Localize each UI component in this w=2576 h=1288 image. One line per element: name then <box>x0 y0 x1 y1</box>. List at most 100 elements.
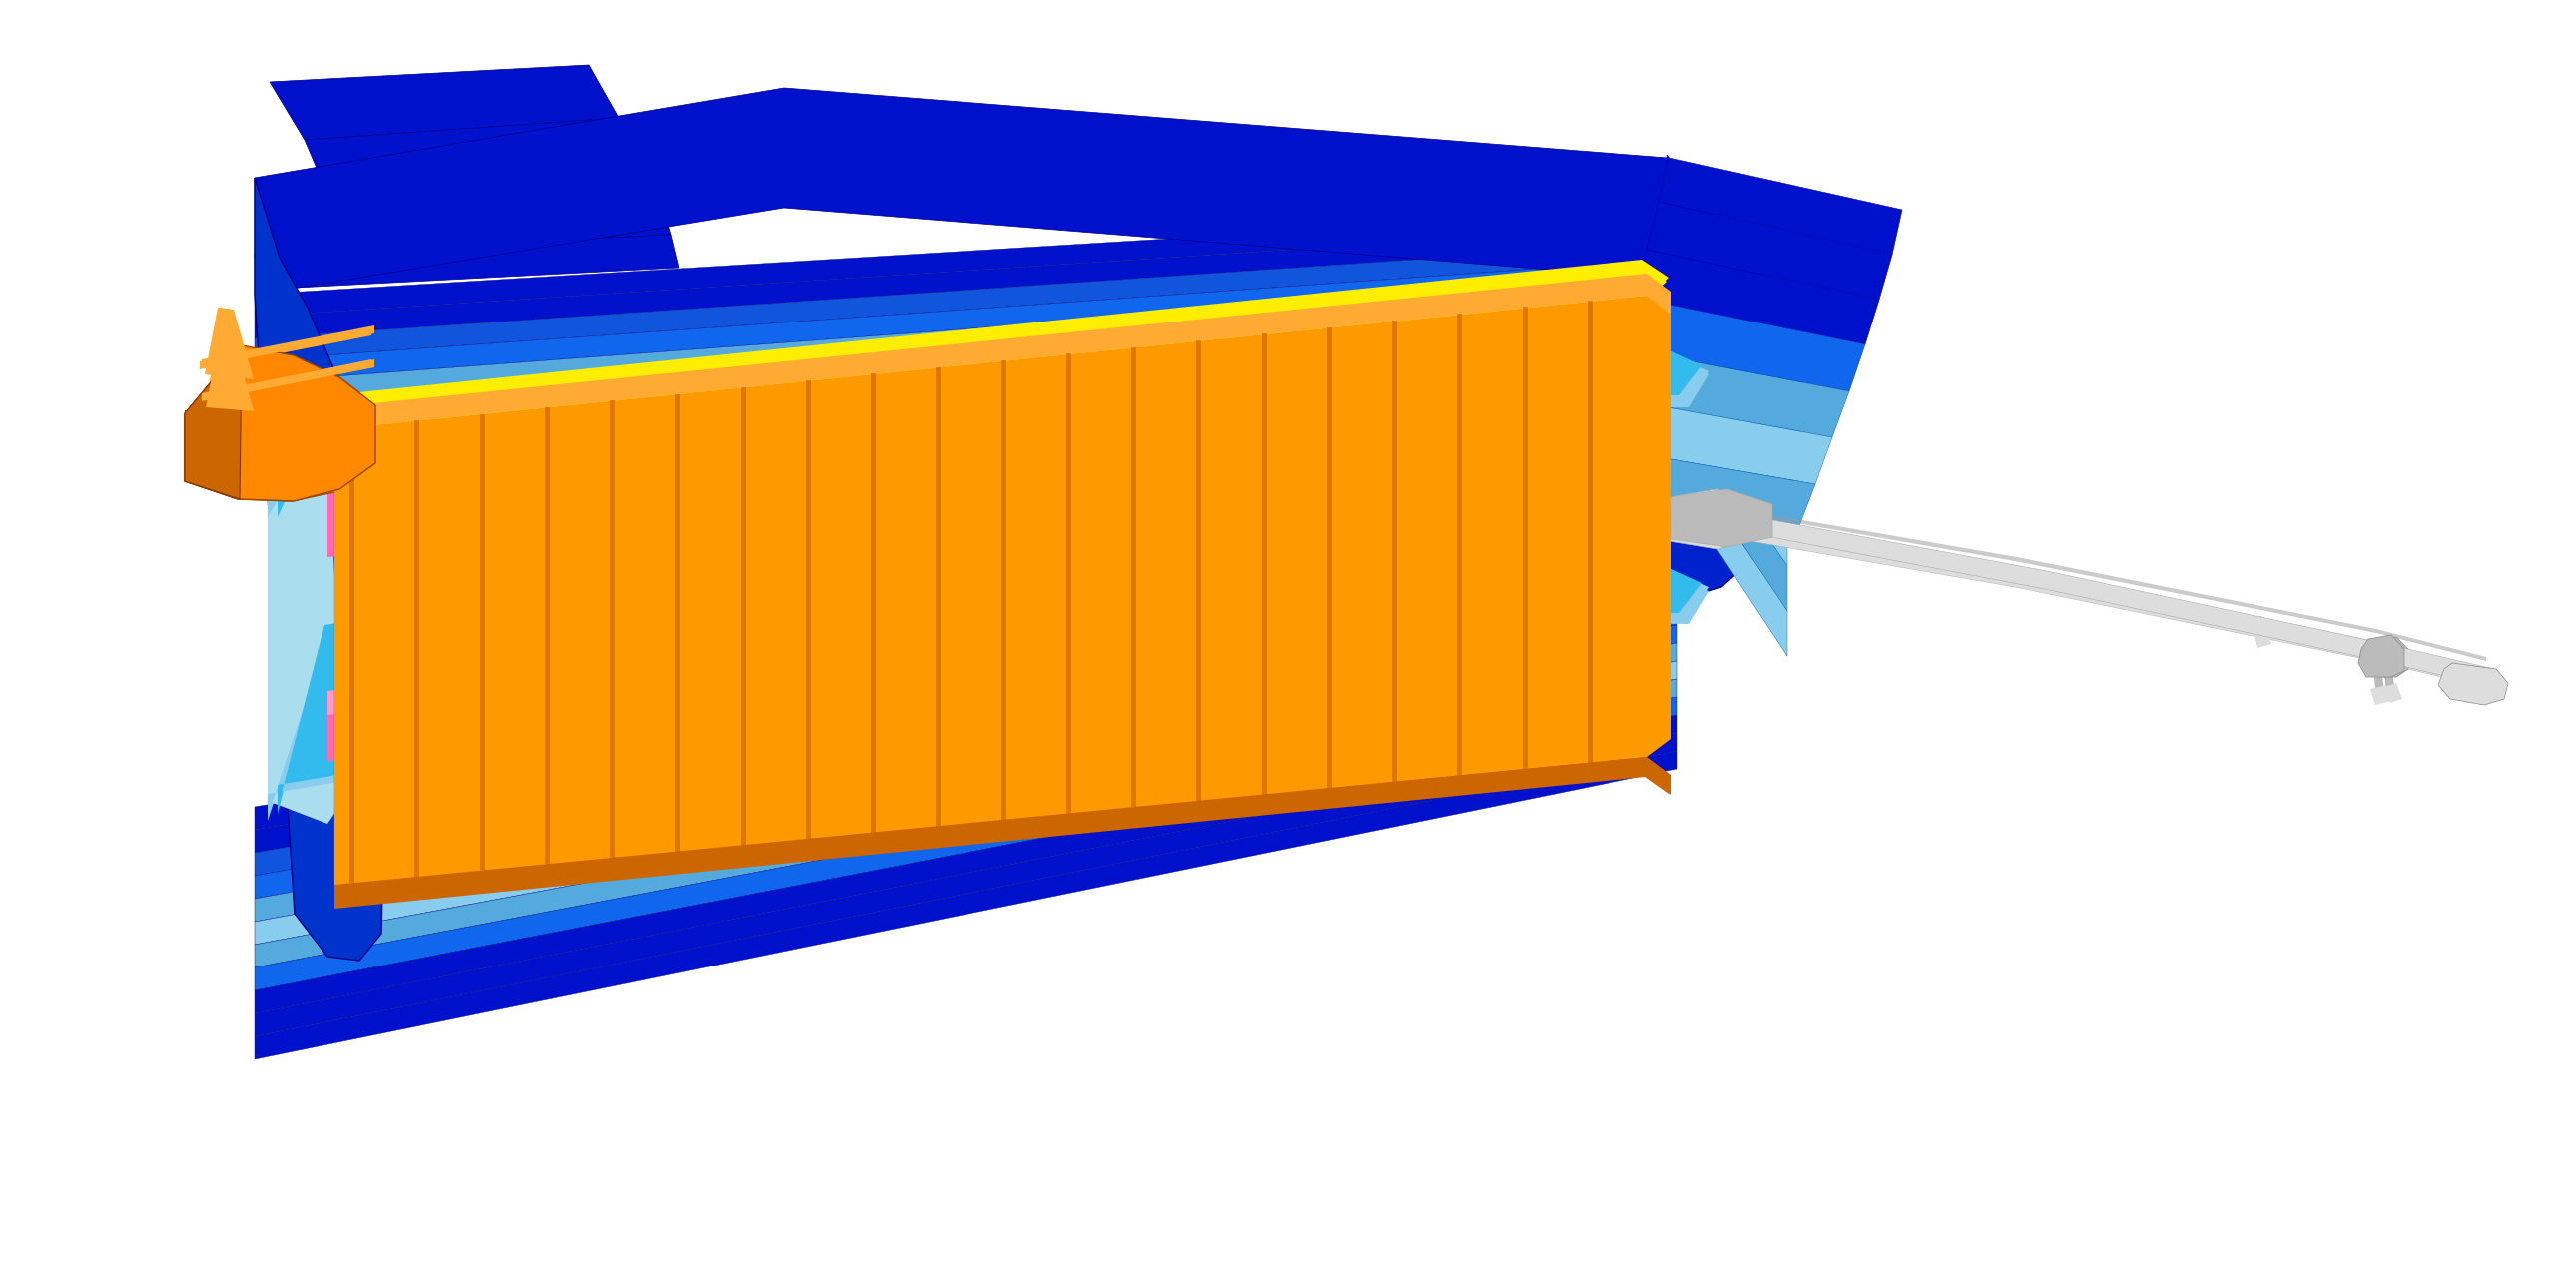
Polygon shape <box>1430 301 1486 307</box>
Polygon shape <box>1010 648 1069 654</box>
Polygon shape <box>350 428 355 882</box>
Polygon shape <box>350 429 355 875</box>
Polygon shape <box>706 390 708 837</box>
Polygon shape <box>185 348 240 500</box>
Polygon shape <box>742 672 804 680</box>
Polygon shape <box>1667 269 1788 473</box>
Polygon shape <box>1595 591 1605 627</box>
Polygon shape <box>546 412 551 867</box>
Polygon shape <box>327 549 1667 721</box>
Polygon shape <box>484 397 549 403</box>
Polygon shape <box>1473 313 1476 764</box>
Polygon shape <box>304 117 644 180</box>
Polygon shape <box>327 318 1667 491</box>
Polygon shape <box>1236 337 1242 787</box>
Polygon shape <box>255 751 1677 1059</box>
Polygon shape <box>1059 358 1061 808</box>
Polygon shape <box>1636 370 1667 681</box>
Polygon shape <box>268 344 1710 518</box>
Polygon shape <box>479 413 484 871</box>
Polygon shape <box>1667 390 1788 611</box>
Polygon shape <box>873 361 920 393</box>
Polygon shape <box>268 562 1710 817</box>
Polygon shape <box>824 379 827 827</box>
Polygon shape <box>358 410 422 416</box>
Polygon shape <box>1587 304 1592 764</box>
Polygon shape <box>185 419 211 426</box>
Polygon shape <box>742 372 804 379</box>
Polygon shape <box>1131 352 1136 809</box>
Polygon shape <box>613 679 675 685</box>
Polygon shape <box>255 733 1677 1037</box>
Polygon shape <box>255 607 1677 876</box>
Polygon shape <box>1430 307 1473 336</box>
Polygon shape <box>278 562 1703 814</box>
Polygon shape <box>1636 250 1878 344</box>
Polygon shape <box>1177 343 1182 792</box>
Polygon shape <box>1195 635 1208 674</box>
Polygon shape <box>613 392 662 425</box>
Polygon shape <box>1672 489 1772 547</box>
Polygon shape <box>358 702 422 710</box>
Polygon shape <box>2254 616 2267 640</box>
Polygon shape <box>1667 155 1788 346</box>
Polygon shape <box>1293 335 1298 784</box>
Polygon shape <box>611 401 616 858</box>
Polygon shape <box>185 444 211 452</box>
Polygon shape <box>873 366 920 398</box>
Polygon shape <box>1291 622 1337 653</box>
Polygon shape <box>410 410 422 451</box>
Polygon shape <box>613 386 662 420</box>
Polygon shape <box>1602 348 1850 438</box>
Polygon shape <box>662 384 675 425</box>
Polygon shape <box>662 379 675 420</box>
Polygon shape <box>1195 332 1208 370</box>
Polygon shape <box>340 301 1667 877</box>
Polygon shape <box>999 365 1005 813</box>
Polygon shape <box>1551 292 1605 299</box>
Polygon shape <box>647 395 652 844</box>
Polygon shape <box>234 421 263 443</box>
Polygon shape <box>1569 444 1816 531</box>
Polygon shape <box>255 88 1783 354</box>
Polygon shape <box>613 692 662 725</box>
Polygon shape <box>742 680 791 712</box>
Polygon shape <box>1430 609 1473 639</box>
Polygon shape <box>484 390 549 398</box>
Polygon shape <box>1056 346 1069 384</box>
Polygon shape <box>613 685 662 720</box>
Polygon shape <box>201 327 371 370</box>
Polygon shape <box>1589 305 1592 756</box>
Polygon shape <box>536 397 549 438</box>
Polygon shape <box>260 196 670 255</box>
Polygon shape <box>1430 312 1473 341</box>
Polygon shape <box>546 407 549 864</box>
Polygon shape <box>1522 307 1528 769</box>
Polygon shape <box>1533 308 1535 759</box>
Polygon shape <box>270 64 618 140</box>
Polygon shape <box>1414 319 1417 769</box>
Polygon shape <box>1195 327 1208 366</box>
Polygon shape <box>742 367 804 374</box>
Polygon shape <box>920 358 933 398</box>
Polygon shape <box>358 411 410 446</box>
Polygon shape <box>1327 327 1332 788</box>
Polygon shape <box>1010 353 1056 384</box>
Polygon shape <box>1551 598 1605 604</box>
Polygon shape <box>335 757 1669 908</box>
Polygon shape <box>706 394 708 841</box>
Polygon shape <box>739 388 744 845</box>
Polygon shape <box>255 643 1677 922</box>
Polygon shape <box>1473 305 1486 341</box>
Polygon shape <box>1667 193 1788 389</box>
Polygon shape <box>1620 298 1865 392</box>
Polygon shape <box>1551 299 1595 328</box>
Polygon shape <box>255 224 1677 339</box>
Polygon shape <box>613 685 675 692</box>
Polygon shape <box>484 690 549 698</box>
Polygon shape <box>873 661 933 667</box>
Polygon shape <box>1669 507 2488 672</box>
Polygon shape <box>806 380 811 838</box>
Polygon shape <box>358 416 410 451</box>
Polygon shape <box>677 398 683 854</box>
